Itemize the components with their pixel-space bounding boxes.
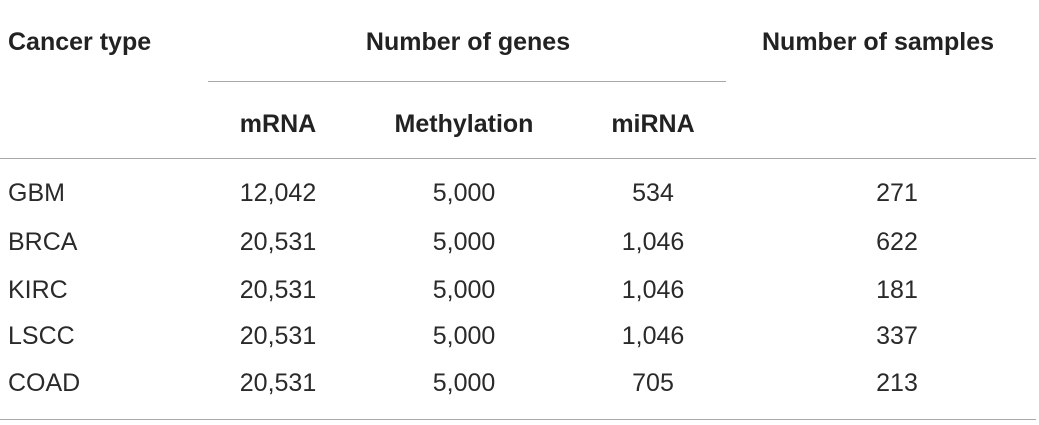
header-methylation: Methylation [394, 110, 534, 138]
header-cancer-type: Cancer type [8, 28, 152, 56]
row-4-samples: 337 [876, 322, 918, 350]
table-bottom-rule [0, 419, 1036, 420]
row-2-cancer-type: BRCA [8, 228, 78, 256]
row-3-mirna: 1,046 [621, 276, 685, 304]
row-1-cancer-type: GBM [8, 179, 65, 207]
row-3-mrna: 20,531 [239, 276, 317, 304]
row-3-cancer-type: KIRC [8, 276, 68, 304]
row-1-mrna: 12,042 [239, 179, 317, 207]
row-3-methylation: 5,000 [432, 276, 496, 304]
row-4-mirna: 1,046 [621, 322, 685, 350]
row-5-methylation: 5,000 [432, 369, 496, 397]
row-5-mrna: 20,531 [239, 369, 317, 397]
header-number-of-genes: Number of genes [365, 28, 571, 56]
row-2-samples: 622 [876, 228, 918, 256]
row-5-samples: 213 [876, 369, 918, 397]
header-mirna: miRNA [611, 110, 695, 138]
header-bottom-rule [0, 158, 1036, 159]
row-2-mirna: 1,046 [621, 228, 685, 256]
row-2-mrna: 20,531 [239, 228, 317, 256]
row-1-samples: 271 [876, 179, 918, 207]
row-1-mirna: 534 [632, 179, 674, 207]
row-4-methylation: 5,000 [432, 322, 496, 350]
header-number-of-samples: Number of samples [762, 28, 995, 56]
row-4-cancer-type: LSCC [8, 322, 75, 350]
row-4-mrna: 20,531 [239, 322, 317, 350]
header-mrna: mRNA [239, 110, 317, 138]
row-3-samples: 181 [876, 276, 918, 304]
row-1-methylation: 5,000 [432, 179, 496, 207]
row-5-cancer-type: COAD [8, 369, 81, 397]
row-5-mirna: 705 [632, 369, 674, 397]
genes-spanner-rule [208, 81, 726, 82]
row-2-methylation: 5,000 [432, 228, 496, 256]
